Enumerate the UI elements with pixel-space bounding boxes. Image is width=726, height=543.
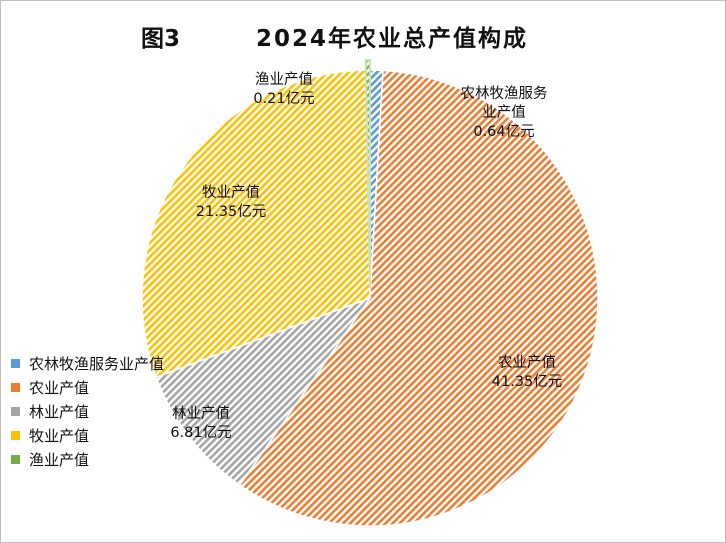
data-label-line: 农业产值: [497, 355, 556, 371]
legend-item: 林业产值: [11, 399, 164, 423]
legend-label: 牧业产值: [29, 426, 90, 445]
label-forestry: 林业产值 6.81亿元: [170, 405, 231, 443]
legend-item: 农林牧渔服务业产值: [11, 351, 164, 375]
chart-title: 图3 2024年农业总产值构成: [1, 15, 725, 55]
data-label-line: 0.21亿元: [253, 91, 315, 107]
legend-swatch: [11, 406, 20, 416]
slice-forestry: [155, 296, 372, 487]
legend-swatch: [11, 382, 20, 392]
data-label-line: 6.81亿元: [170, 425, 232, 441]
label-service: 农林牧渔服务 业产值 0.64亿元: [461, 85, 548, 142]
legend-swatch: [11, 454, 20, 464]
legend-swatch: [11, 358, 20, 368]
label-animal: 牧业产值 21.35亿元: [196, 184, 267, 222]
legend-label: 农业产值: [29, 378, 90, 397]
data-label-line: 业产值: [482, 105, 526, 121]
slice-agriculture: [238, 69, 599, 527]
data-label-line: 牧业产值: [201, 185, 260, 201]
legend-label: 林业产值: [29, 402, 90, 421]
data-label-line: 21.35亿元: [195, 204, 267, 220]
slice-animal: [141, 69, 371, 379]
legend-item: 农业产值: [11, 375, 164, 399]
legend-label: 农林牧渔服务业产值: [29, 354, 165, 373]
data-label-line: 农林牧渔服务: [460, 86, 548, 102]
data-label-line: 渔业产值: [254, 72, 313, 88]
figure-number: 图3: [141, 26, 181, 52]
slice-fishery-outline: [364, 59, 371, 289]
legend-swatch: [11, 430, 20, 440]
data-label-line: 41.35亿元: [491, 374, 563, 390]
data-label-line: 林业产值: [171, 406, 230, 422]
legend-item: 牧业产值: [11, 423, 164, 447]
data-label-line: 0.64亿元: [473, 124, 535, 140]
legend-label: 渔业产值: [29, 450, 90, 469]
pie-slices: [141, 59, 599, 527]
legend: 农林牧渔服务业产值 农业产值林业产值牧业产值渔业产值: [11, 351, 164, 471]
label-fishery: 渔业产值 0.21亿元: [253, 71, 314, 109]
title-text: 2024年农业总产值构成: [256, 26, 529, 52]
label-agriculture: 农业产值 41.35亿元: [492, 354, 563, 392]
legend-item: 渔业产值: [11, 447, 164, 471]
